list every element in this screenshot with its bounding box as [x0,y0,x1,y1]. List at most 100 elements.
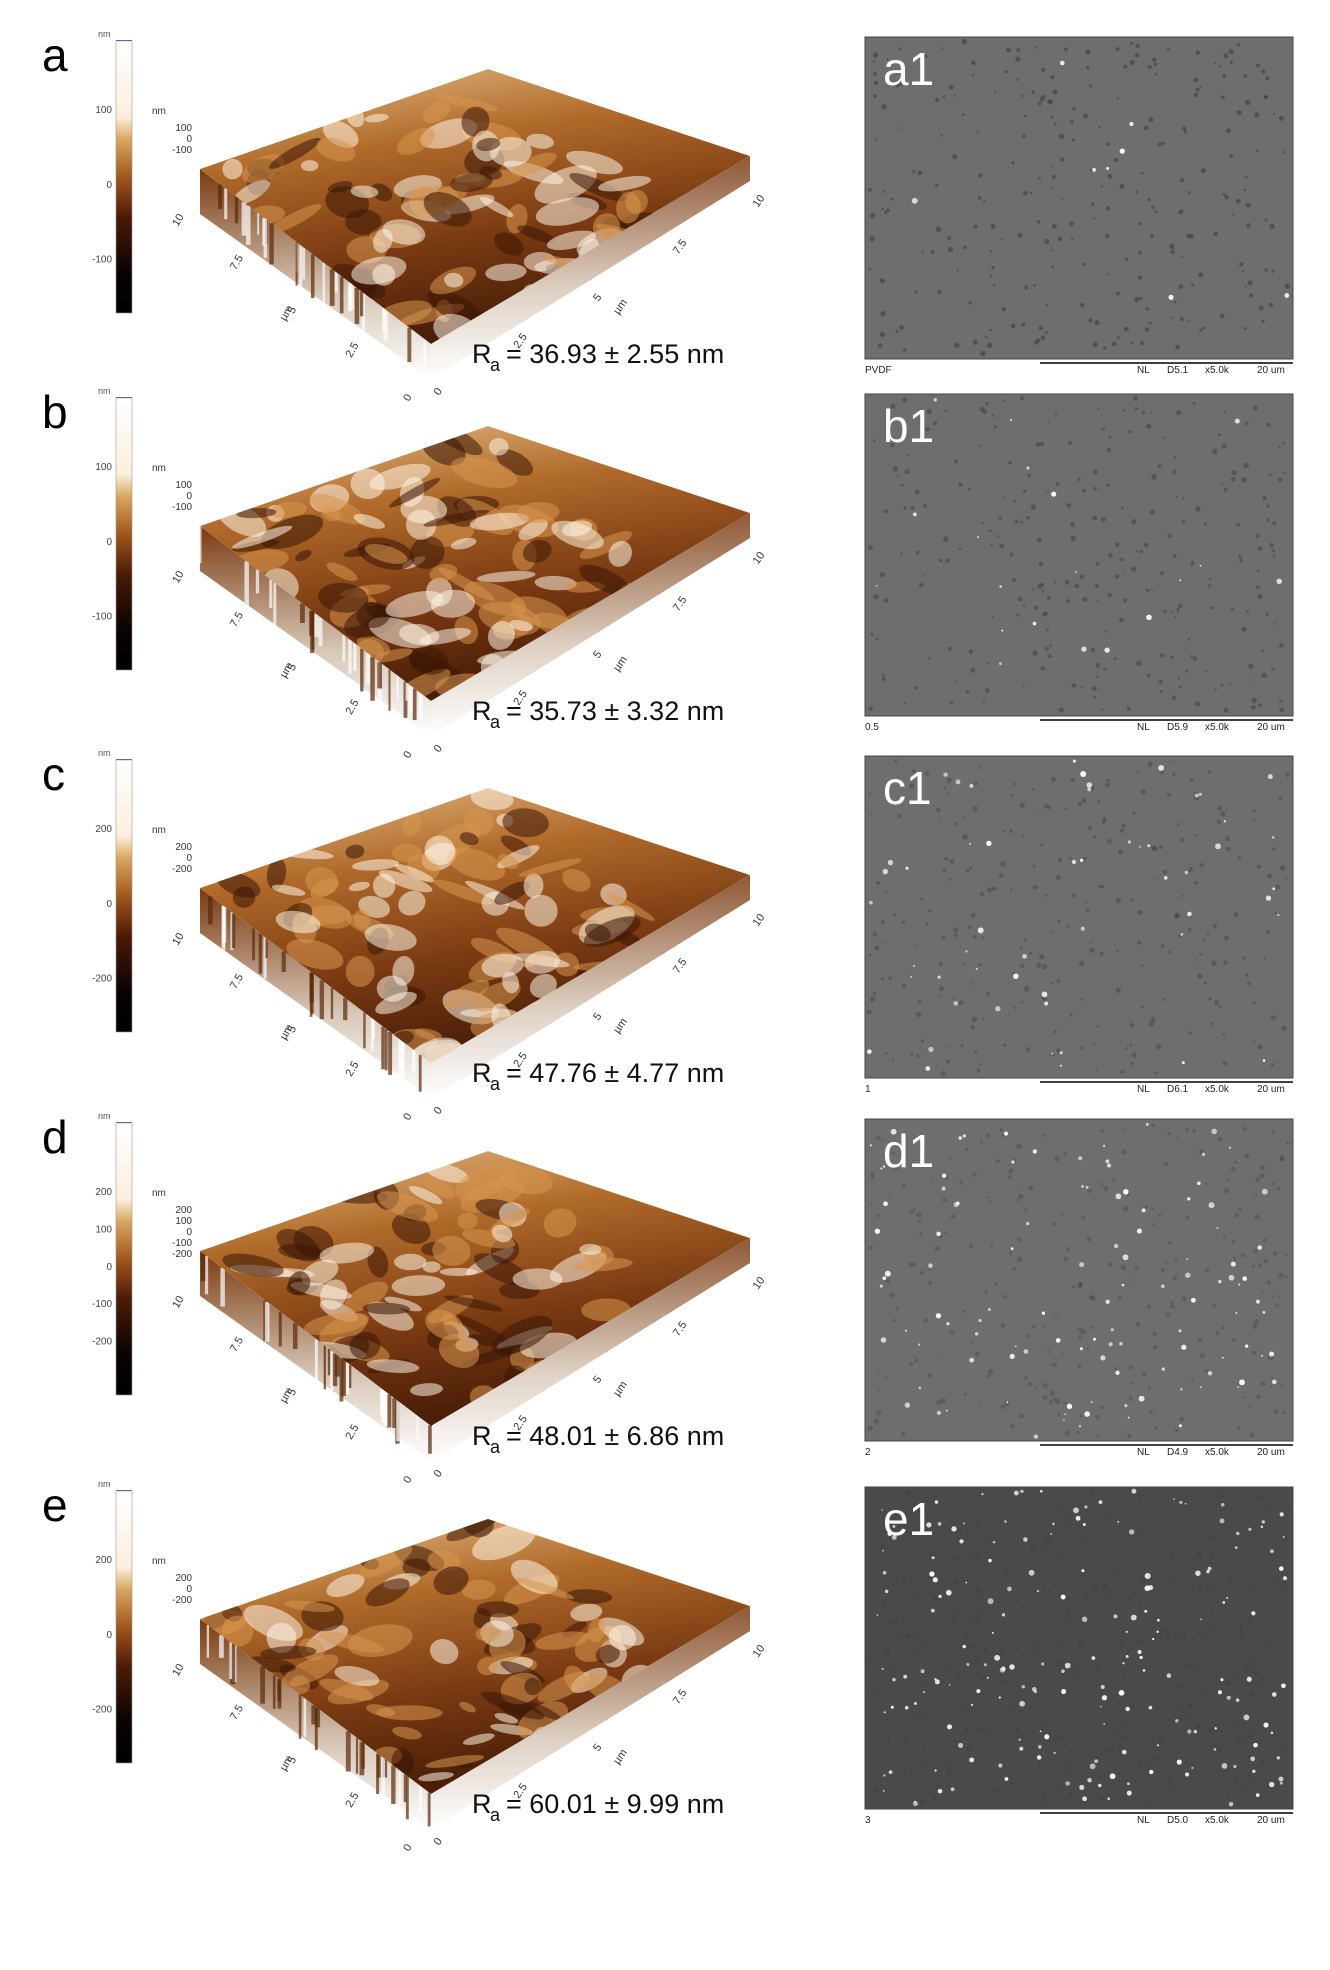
sem-pore [1045,303,1049,307]
sem-pore [1017,596,1023,602]
sem-pore [875,880,881,886]
sem-pore [953,1674,959,1680]
surface-feature [433,879,494,905]
sem-pore [901,1431,906,1437]
sem-pore [1271,1578,1275,1583]
sem-pore [1194,791,1197,795]
sem-pore [945,1666,950,1671]
sem-pore [1195,87,1200,92]
sem-pore [1204,1182,1208,1186]
sem-pore [1077,1334,1082,1340]
sem-particle [883,1201,888,1207]
sem-pore [1174,1258,1178,1262]
sem-pore [1181,519,1186,524]
sem-pore [1192,401,1196,405]
sem-pore [1032,1648,1037,1653]
sem-pore [1203,980,1207,984]
y-tick-label: 2.5 [343,1791,361,1810]
sem-pore [1241,269,1245,273]
sem-pore [1192,656,1198,661]
sem-pore [908,1362,913,1367]
surface-feature [356,602,391,629]
sem-pore [1180,178,1184,183]
sem-pore [968,924,972,929]
sem-pore [1121,1722,1126,1727]
sem-pore [1151,1123,1155,1127]
sem-pore [994,1281,998,1286]
sem-pore [1129,1022,1135,1028]
surface-feature [485,263,527,282]
sem-pore [1122,408,1127,413]
sem-pore [1245,1773,1251,1779]
sem-pore [1138,222,1142,226]
surface-feature [521,1700,562,1721]
sem-pore [1036,962,1042,969]
surface-feature [221,1615,254,1647]
surface [200,1519,750,1794]
sem-particle [1060,1594,1066,1600]
sem-pore [1034,339,1040,345]
sem-particle [1221,1356,1224,1359]
sem-pore [1051,265,1055,269]
sem-pore [995,1159,1000,1164]
sem-pore [1050,776,1056,782]
surface-feature [301,1259,339,1286]
sem-particle [1138,1395,1145,1402]
sem-pore [972,805,978,812]
sem-particle [1031,1687,1037,1692]
sem-pore [1148,1410,1153,1415]
sem-particle [1239,1379,1245,1386]
sem-particle [1117,1520,1120,1523]
sem-particle [1075,570,1078,573]
sem-pore [1115,47,1120,52]
x-axis-unit: µm [611,1379,630,1399]
sem-pore [956,1527,962,1533]
sem-particle [978,1319,982,1323]
sem-pore [1066,1765,1072,1770]
sem-pore [1271,269,1275,273]
sem-pore [963,1705,967,1709]
sem-pore [1256,864,1262,870]
sem-pore [992,886,997,891]
sem-pore [1052,1397,1057,1402]
sem-pore [1160,1268,1165,1273]
sem-pore [1149,509,1156,515]
sem-particle [928,1263,933,1269]
sem-pore [906,453,909,457]
sem-pore [991,265,995,270]
sem-pore [1282,1662,1285,1665]
sem-pore [1057,857,1063,863]
surface-feature [579,531,632,559]
surface-feature [351,859,400,871]
surface-feature [409,646,449,675]
sem-particle [1033,1434,1039,1439]
sem-pore [1117,1780,1121,1783]
sem-pore [927,1657,930,1660]
surface-feature [543,1208,577,1238]
sem-pore [1136,1638,1141,1643]
sem-pore [1248,1585,1253,1590]
sem-pore [1078,1414,1083,1418]
colorbar-tick-label: 0 [106,899,112,910]
sem-pore [1217,805,1223,811]
sem-particle [1113,1614,1118,1619]
sem-info: 20 um [1257,1815,1285,1826]
sem-pore [1033,807,1036,810]
sem-pore [1264,94,1268,99]
sem-pore [932,1796,938,1802]
sem-pore [1195,50,1201,56]
roughness-subscript: a [490,1074,501,1094]
sem-particle [1009,1353,1015,1359]
sem-pore [1063,1151,1068,1156]
sem-pore [1096,1025,1100,1028]
sem-pore [1252,405,1258,411]
sem-pore [1133,1592,1137,1597]
sem-pore [1144,1802,1149,1807]
sem-pore [975,1656,981,1662]
sem-pore [944,409,948,412]
sem-pore [1104,630,1108,633]
y-tick-label: 10 [170,1662,187,1679]
sem-particle [937,1522,942,1526]
sem-pore [1263,1259,1268,1264]
sem-pore [911,1564,914,1567]
